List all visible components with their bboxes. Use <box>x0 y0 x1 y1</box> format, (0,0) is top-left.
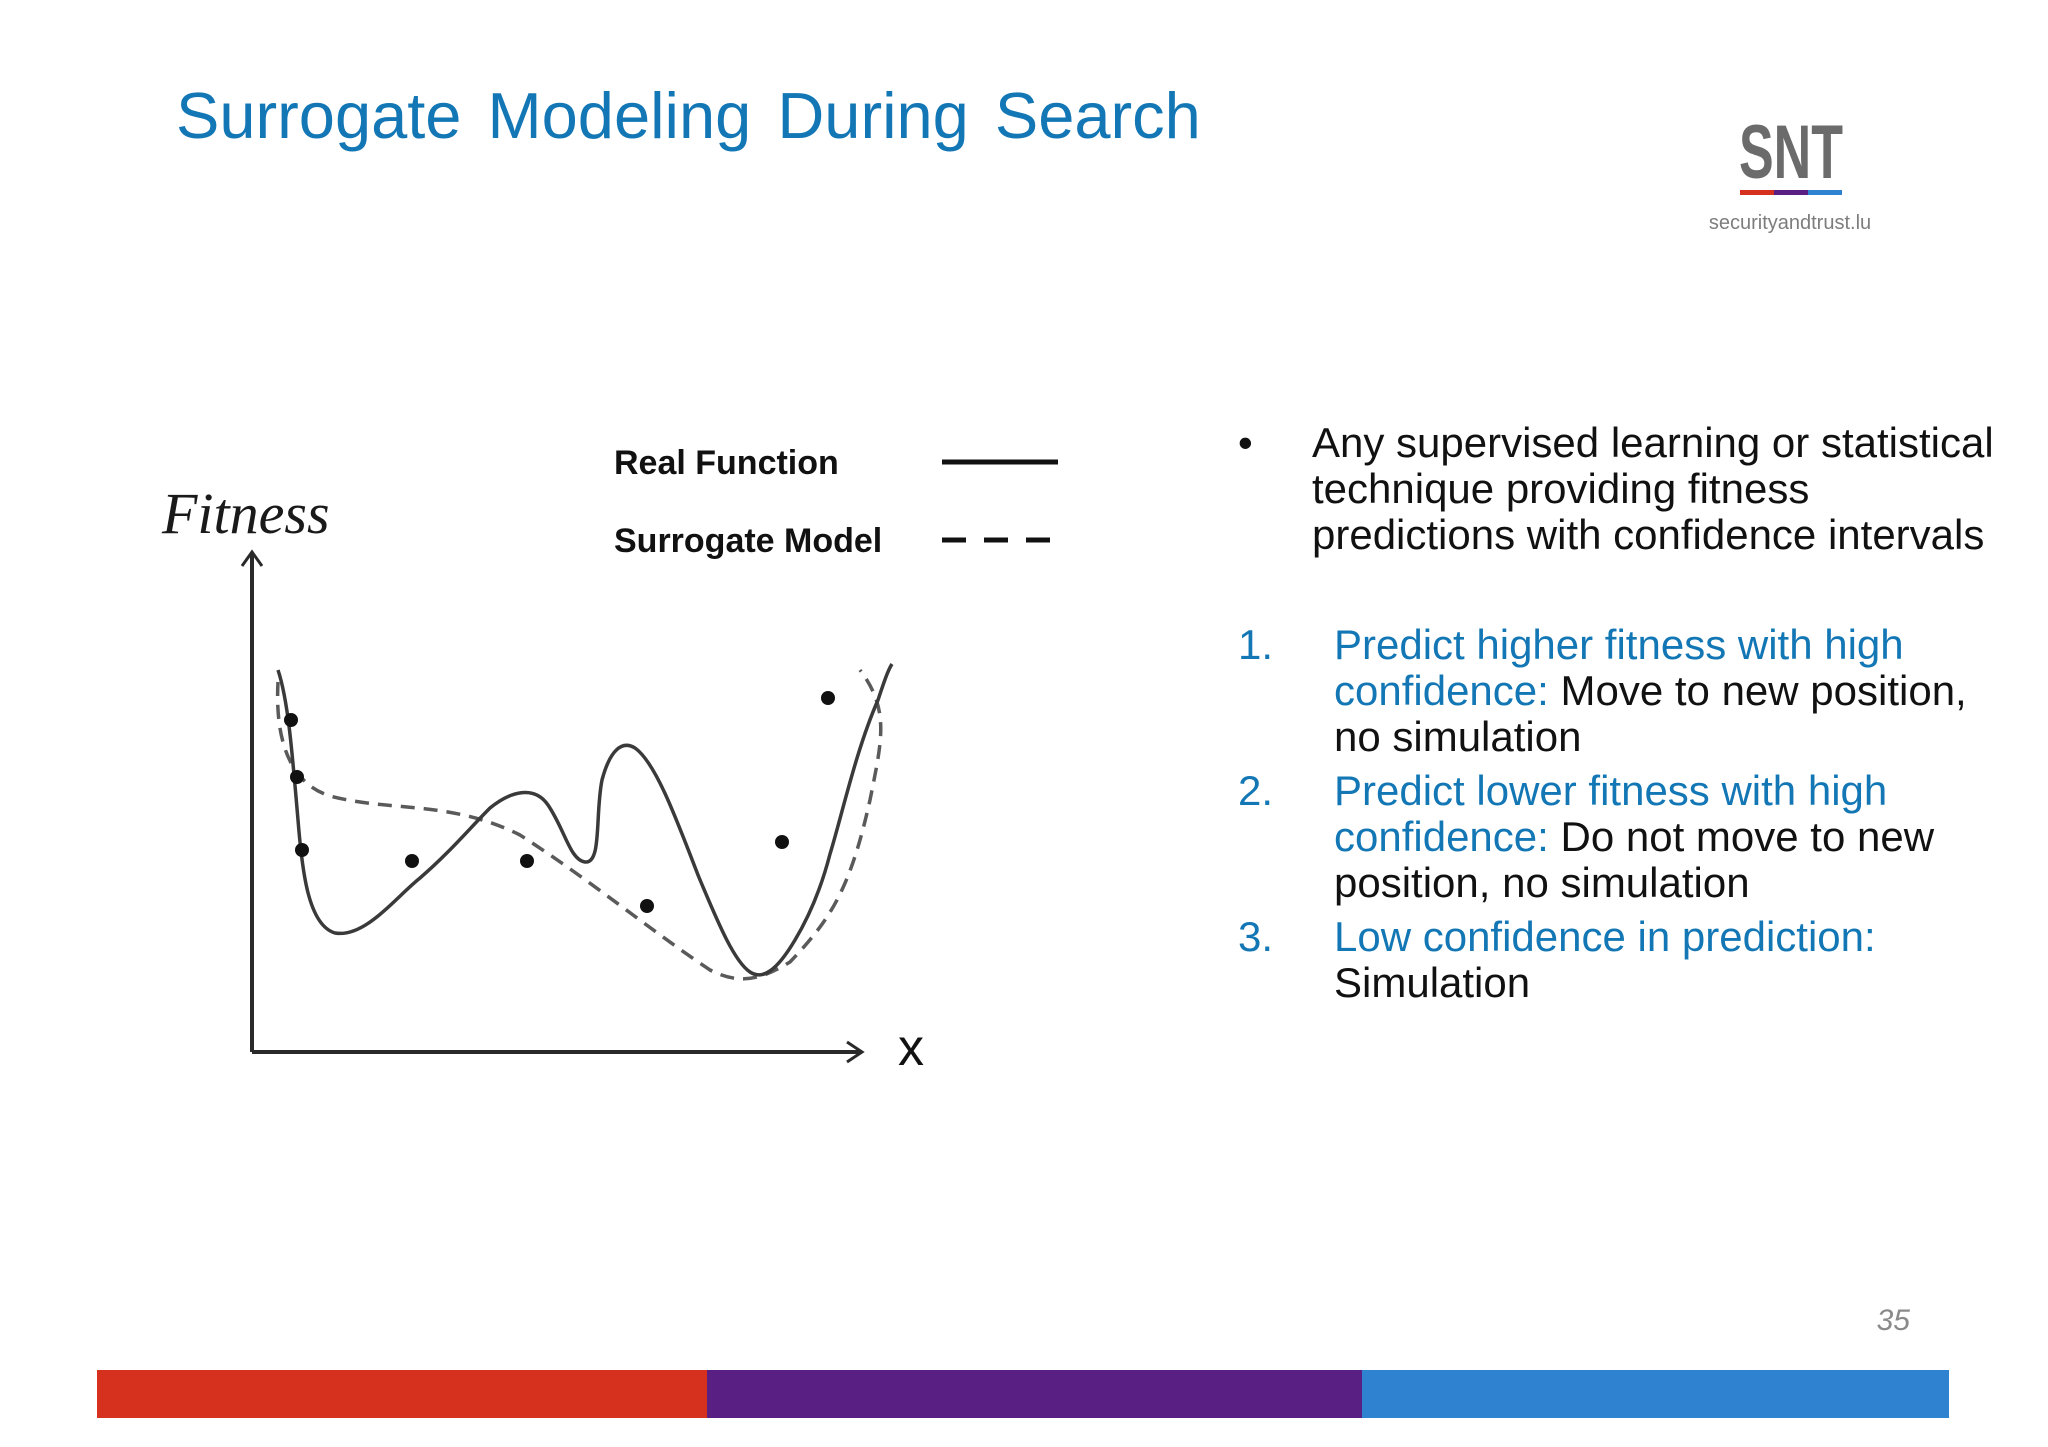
logo-url-text: securityandtrust.lu <box>1708 212 1872 234</box>
list-number: 1. <box>1238 621 1274 668</box>
footer-color-band <box>97 1370 1949 1418</box>
legend-real-function: Real Function <box>614 444 839 482</box>
x-axis-label: x <box>898 1019 924 1077</box>
list-item-text: Move to new position, no simulation <box>1334 667 1967 760</box>
y-axis-arrow <box>240 549 264 567</box>
bullet-text: Any supervised learning or statistical t… <box>1312 419 1994 558</box>
footer-band-purple <box>707 1370 1362 1418</box>
list-item-text: Simulation <box>1334 959 1531 1006</box>
list-item: 3. Low confidence in prediction: Simulat… <box>1238 914 2018 1006</box>
x-axis-arrow <box>846 1040 865 1064</box>
real-function-curve <box>276 663 894 977</box>
footer-band-blue <box>1362 1370 1949 1418</box>
svg-text:SNT: SNT <box>1739 110 1843 195</box>
page-number: 35 <box>1876 1304 1910 1337</box>
list-item: 2. Predict lower fitness with high confi… <box>1238 768 2018 906</box>
list-item-highlight: Low confidence in prediction: <box>1334 913 1876 960</box>
list-item-text: Do not move to new position, no simulati… <box>1334 813 1935 906</box>
list-number: 3. <box>1238 913 1274 960</box>
sample-point <box>640 899 654 913</box>
legend-surrogate-model: Surrogate Model <box>614 522 883 560</box>
footer-band-red <box>97 1370 707 1418</box>
snt-logo: SNT securityandtrust.lu <box>1690 106 1890 246</box>
slide-text: • Any supervised learning or statistical… <box>1238 420 2018 1014</box>
sample-point <box>290 770 304 784</box>
sample-point <box>520 854 534 868</box>
list-number: 2. <box>1238 767 1274 814</box>
sample-point <box>775 835 789 849</box>
slide-title: Surrogate Modeling During Search <box>176 79 1201 152</box>
numbered-list: 1. Predict higher fitness with high conf… <box>1238 622 2018 1006</box>
sample-point <box>821 691 835 705</box>
sample-point <box>405 854 419 868</box>
sample-point <box>295 843 309 857</box>
fitness-plot <box>240 459 1058 1064</box>
list-item-highlight: Predict lower fitness with high confiden… <box>1334 767 1888 860</box>
list-item: 1. Predict higher fitness with high conf… <box>1238 622 2018 760</box>
snt-logo-mark: SNT <box>1739 110 1843 195</box>
bullet-marker: • <box>1238 419 1253 466</box>
y-axis-label: Fitness <box>162 481 330 546</box>
sample-point <box>284 713 298 727</box>
list-item-highlight: Predict higher fitness with high confide… <box>1334 621 1904 714</box>
fitness-figure: Fitness x Real Function Surrogate Model <box>150 420 1110 1100</box>
bullet-item: • Any supervised learning or statistical… <box>1238 420 2018 558</box>
surrogate-model-curve <box>275 668 883 981</box>
